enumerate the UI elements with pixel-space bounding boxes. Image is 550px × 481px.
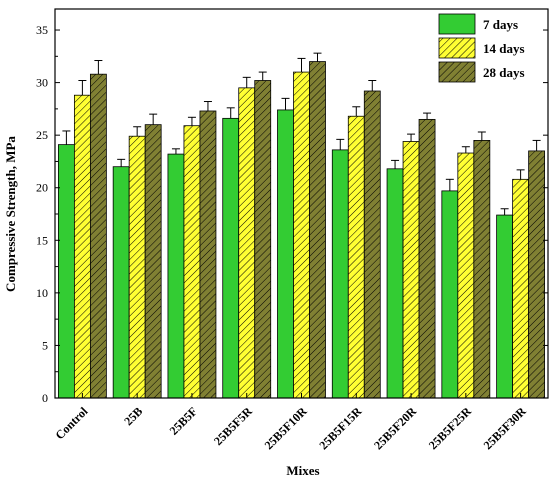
bar-7-days-25B5F	[167, 153, 185, 399]
bar-7-days-25B5F10R	[277, 109, 294, 399]
y-tick-label-5: 5	[42, 338, 48, 352]
y-tick-label-20: 20	[36, 181, 48, 195]
bar-7-days-25B5F25R	[441, 190, 459, 399]
bar-hatch-14-days-25B5F25R	[457, 153, 474, 398]
bar-hatch-28-days-25B5F5R	[254, 80, 271, 399]
x-category-label-25B5F5R: 25B5F5R	[211, 404, 255, 448]
bar-hatch-14-days-Control	[74, 95, 91, 398]
bar-hatch-28-days-Control	[90, 74, 107, 399]
bar-hatch-14-days-25B5F30R	[512, 179, 529, 398]
x-category-label-25B5F20R: 25B5F20R	[371, 404, 419, 452]
bar-7-days-25B5F30R	[496, 214, 514, 399]
legend-label-7-days: 7 days	[483, 17, 518, 32]
bar-hatch-28-days-25B5F20R	[419, 119, 436, 398]
bar-hatch-14-days-25B5F15R	[348, 116, 365, 398]
bar-hatch-14-days-25B	[129, 136, 146, 399]
x-category-label-Control: Control	[52, 404, 90, 442]
bar-7-days-25B5F15R	[331, 149, 349, 399]
y-tick-label-0: 0	[42, 391, 48, 405]
bar-7-days-Control	[57, 144, 75, 399]
x-category-label-25B5F15R: 25B5F15R	[316, 404, 364, 452]
x-category-label-25B: 25B	[121, 404, 145, 428]
y-axis-title: Compressive Strength, MPa	[3, 136, 18, 292]
bar-7-days-25B5F20R	[386, 168, 404, 399]
x-category-label-25B5F: 25B5F	[167, 404, 200, 437]
bar-hatch-14-days-25B5F20R	[403, 141, 420, 398]
legend-swatch-hatch-28-days	[439, 62, 475, 82]
x-category-label-25B5F30R: 25B5F30R	[481, 404, 529, 452]
bar-hatch-28-days-25B	[145, 124, 162, 398]
legend-swatch-hatch-14-days	[439, 38, 475, 58]
y-tick-label-35: 35	[36, 23, 48, 37]
y-tick-label-10: 10	[36, 286, 48, 300]
y-tick-label-15: 15	[36, 233, 48, 247]
x-category-label-25B5F10R: 25B5F10R	[262, 404, 310, 452]
legend-label-28-days: 28 days	[483, 65, 525, 80]
x-category-label-25B5F25R: 25B5F25R	[426, 404, 474, 452]
bar-hatch-28-days-25B5F10R	[309, 61, 326, 398]
legend-swatch-7-days	[438, 13, 476, 35]
legend-label-14-days: 14 days	[483, 41, 525, 56]
bar-7-days-25B	[112, 166, 130, 399]
y-tick-label-25: 25	[36, 128, 48, 142]
bar-hatch-14-days-25B5F	[183, 125, 200, 398]
bar-hatch-28-days-25B5F25R	[473, 140, 490, 398]
bar-hatch-28-days-25B5F30R	[528, 150, 545, 398]
bar-7-days-25B5F5R	[222, 117, 240, 399]
x-axis-title: Mixes	[286, 463, 319, 478]
bar-hatch-28-days-25B5F	[199, 110, 216, 398]
bar-hatch-28-days-25B5F15R	[364, 91, 381, 398]
bar-hatch-14-days-25B5F5R	[238, 87, 255, 398]
y-tick-label-30: 30	[36, 76, 48, 90]
bar-hatch-14-days-25B5F10R	[293, 72, 310, 398]
